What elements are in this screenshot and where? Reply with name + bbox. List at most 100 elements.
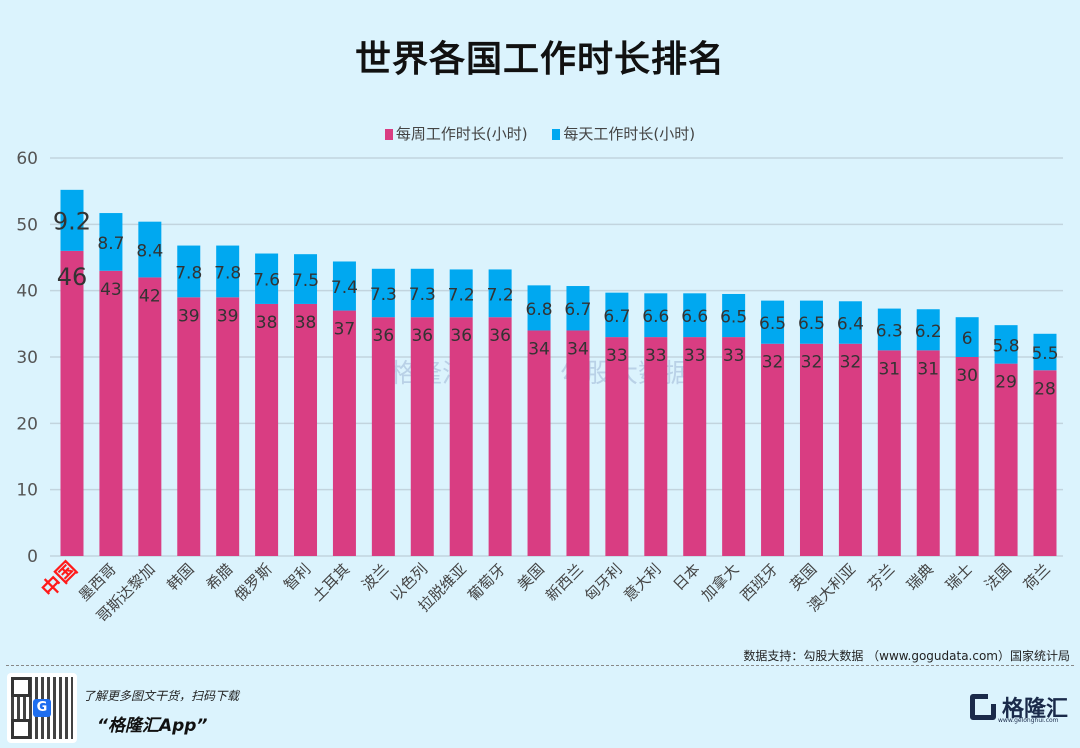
qr-logo-icon: G [33, 699, 51, 717]
bar-weekly [1033, 370, 1057, 556]
data-label-daily: 8.4 [136, 242, 163, 262]
stacked-bar-chart: 01020304050609.246中国8.743墨西哥8.442哥斯达黎加7.… [16, 149, 1063, 626]
x-tick-label: 希腊 [203, 560, 237, 594]
bar-weekly [332, 310, 356, 556]
bar-daily [838, 301, 862, 344]
data-label-weekly: 33 [684, 346, 706, 366]
bar-weekly [410, 317, 434, 556]
data-label-daily: 7.5 [292, 271, 319, 291]
bar-daily [683, 293, 707, 338]
promo-app-name: “格隆汇App” [97, 716, 208, 736]
data-label-daily: 7.3 [370, 285, 397, 305]
bar-weekly [138, 277, 162, 556]
x-tick-label: 土耳其 [309, 560, 354, 605]
x-tick-label: 葡萄牙 [464, 560, 509, 605]
bar-weekly [722, 337, 746, 556]
bar-weekly [761, 343, 785, 556]
legend-item-daily: 每天工作时长(小时) [552, 123, 695, 144]
data-label-weekly: 46 [57, 263, 88, 291]
bar-daily [916, 309, 940, 351]
data-label-weekly: 31 [878, 359, 900, 379]
bar-daily [99, 213, 123, 271]
data-label-daily: 6.8 [526, 300, 553, 320]
data-label-daily: 7.3 [409, 285, 436, 305]
data-label-weekly: 29 [995, 373, 1017, 393]
bar-weekly [916, 350, 940, 556]
data-label-weekly: 36 [450, 326, 472, 346]
data-label-weekly: 38 [256, 313, 278, 333]
promo-text: 了解更多图文干货，扫码下载 [83, 689, 240, 703]
bar-daily [488, 269, 512, 318]
bar-weekly [255, 303, 279, 556]
bar-weekly [527, 330, 551, 556]
bar-daily [60, 189, 84, 251]
legend-item-weekly: 每周工作时长(小时) [384, 123, 528, 144]
bar-daily [410, 268, 434, 318]
x-tick-label: 瑞士 [942, 560, 976, 594]
bar-weekly [799, 343, 823, 556]
data-label-daily: 7.8 [214, 263, 241, 283]
bar-daily [371, 268, 395, 318]
data-label-weekly: 34 [567, 339, 589, 359]
bar-daily [877, 308, 901, 351]
bar-weekly [683, 337, 707, 556]
x-tick-label: 匈牙利 [581, 560, 626, 605]
bar-daily [177, 245, 201, 298]
legend-label-daily: 每天工作时长(小时) [563, 125, 696, 143]
data-label-daily: 6.3 [876, 321, 903, 341]
y-tick-label: 30 [16, 348, 38, 368]
bar-daily [527, 285, 551, 331]
x-tick-label: 中国 [36, 557, 81, 602]
data-label-weekly: 32 [762, 353, 784, 373]
data-label-weekly: 39 [217, 306, 239, 326]
bar-daily [138, 221, 162, 278]
bar-weekly [294, 303, 318, 556]
bar-weekly [605, 337, 629, 556]
bar-weekly [644, 337, 668, 556]
x-tick-label: 瑞典 [903, 560, 937, 594]
legend-swatch-weekly [384, 129, 393, 140]
data-label-weekly: 34 [528, 339, 550, 359]
data-label-daily: 7.2 [448, 285, 475, 305]
x-tick-label: 荷兰 [1020, 560, 1054, 594]
bar-daily [722, 293, 746, 338]
data-label-weekly: 33 [723, 346, 745, 366]
data-label-weekly: 36 [489, 326, 511, 346]
data-label-daily: 9.2 [53, 207, 91, 235]
data-label-weekly: 36 [411, 326, 433, 346]
data-label-weekly: 36 [373, 326, 395, 346]
brand-g-icon [970, 694, 996, 720]
data-label-weekly: 38 [295, 313, 317, 333]
bar-weekly [488, 317, 512, 556]
data-label-weekly: 30 [956, 366, 978, 386]
x-tick-label: 加拿大 [698, 560, 743, 605]
data-label-weekly: 33 [645, 346, 667, 366]
legend-label-weekly: 每周工作时长(小时) [395, 125, 528, 143]
data-label-weekly: 32 [840, 353, 862, 373]
bar-weekly [838, 343, 862, 556]
data-label-daily: 7.8 [175, 263, 202, 283]
data-label-daily: 6.6 [681, 307, 708, 327]
bar-daily [294, 254, 318, 304]
x-tick-label: 日本 [670, 560, 704, 594]
x-tick-label: 法国 [981, 560, 1015, 594]
data-label-daily: 5.5 [1031, 344, 1058, 364]
data-label-weekly: 31 [917, 359, 939, 379]
x-tick-label: 韩国 [164, 560, 198, 594]
data-label-daily: 6.6 [642, 307, 669, 327]
data-label-daily: 6.5 [798, 314, 825, 334]
x-tick-label: 英国 [786, 560, 820, 594]
y-tick-label: 0 [27, 547, 38, 567]
bar-daily [605, 292, 629, 338]
bar-daily [216, 245, 240, 298]
data-source: 数据支持：勾股大数据 （www.gogudata.com）国家统计局 [743, 649, 1070, 663]
data-label-daily: 6 [962, 329, 973, 349]
bar-daily [566, 286, 590, 331]
data-label-daily: 6.5 [720, 308, 747, 328]
data-label-weekly: 28 [1034, 379, 1056, 399]
bar-daily [799, 300, 823, 344]
data-label-daily: 6.7 [564, 300, 591, 320]
x-tick-label: 西班牙 [737, 560, 782, 605]
data-label-daily: 7.6 [253, 271, 280, 291]
qr-code: G [7, 673, 77, 743]
